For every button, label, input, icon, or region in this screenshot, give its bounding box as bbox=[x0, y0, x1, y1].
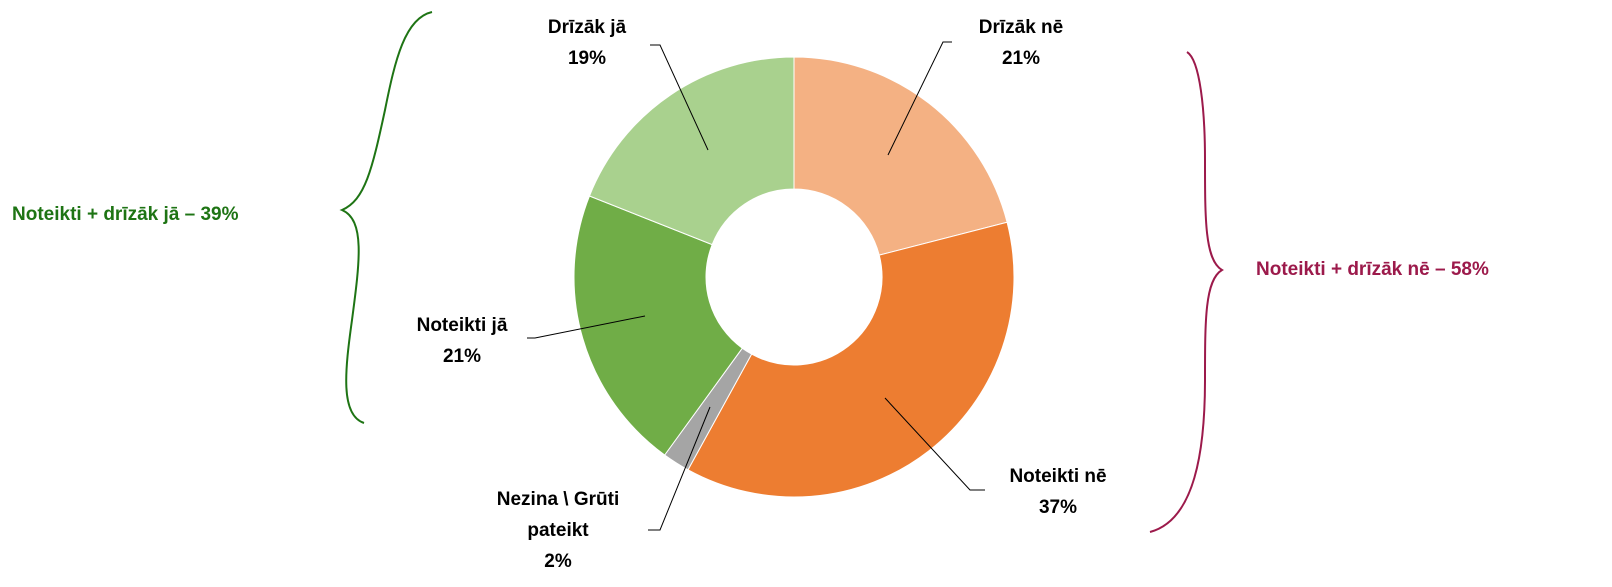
value-label: 37% bbox=[1038, 497, 1078, 518]
category-label: Drīzāk jā bbox=[547, 17, 627, 38]
data-label: Noteikti jā 21% bbox=[362, 310, 562, 372]
leader-line bbox=[887, 41, 952, 156]
leader-line bbox=[884, 397, 985, 491]
donut-slice bbox=[588, 56, 795, 246]
donut-slice bbox=[793, 56, 1008, 256]
leader-line bbox=[527, 315, 646, 339]
annotation: Noteikti + drīzāk nē – 58% bbox=[1256, 259, 1489, 280]
data-label: Drīzāk jā 19% bbox=[487, 12, 687, 74]
data-label: Noteikti nē 37% bbox=[958, 461, 1158, 523]
data-label: Nezina \ Grūti pateikt 2% bbox=[476, 484, 641, 577]
value-label: 19% bbox=[567, 48, 607, 69]
annotation: Noteikti + drīzāk jā – 39% bbox=[12, 204, 239, 225]
value-label: 21% bbox=[442, 346, 482, 367]
category-label: Drīzāk nē bbox=[978, 17, 1064, 38]
category-label: Noteikti jā bbox=[416, 315, 508, 336]
value-label: 21% bbox=[1001, 48, 1041, 69]
category-label: Nezina \ Grūti pateikt bbox=[496, 489, 620, 541]
brace-left bbox=[339, 11, 433, 424]
brace-right bbox=[1149, 51, 1224, 533]
value-label: 2% bbox=[544, 551, 572, 572]
donut-slice bbox=[687, 221, 1015, 498]
donut-slice bbox=[573, 195, 743, 456]
data-label: Drīzāk nē 21% bbox=[921, 12, 1121, 74]
leader-line bbox=[648, 406, 711, 531]
category-label: Noteikti nē bbox=[1009, 466, 1107, 487]
leader-line bbox=[650, 44, 709, 151]
